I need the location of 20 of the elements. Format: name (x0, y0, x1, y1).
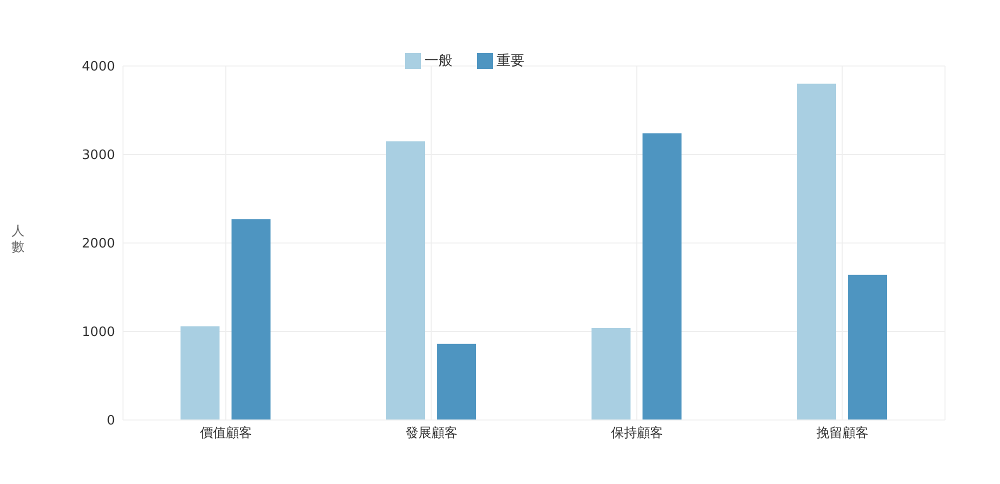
bar (386, 141, 426, 420)
bar (848, 274, 888, 420)
bar (797, 84, 836, 420)
x-tick-label: 保持顧客 (610, 425, 663, 442)
y-axis-title: 人數 (12, 224, 24, 255)
bar (437, 344, 476, 420)
x-tick-label: 價值顧客 (200, 425, 252, 442)
legend-label: 重要 (496, 53, 524, 69)
bar (642, 133, 682, 420)
bar (180, 326, 220, 420)
bar (592, 328, 631, 420)
legend-label: 一般 (424, 53, 452, 69)
x-tick-label: 挽留顧客 (816, 425, 868, 442)
bar (232, 219, 271, 420)
y-tick-label: 0 (106, 414, 115, 429)
y-tick-label: 4000 (82, 60, 115, 75)
y-tick-label: 1000 (82, 325, 115, 340)
y-tick-label: 3000 (82, 148, 115, 164)
x-tick-label: 發展顧客 (405, 425, 458, 442)
y-tick-label: 2000 (82, 236, 115, 252)
